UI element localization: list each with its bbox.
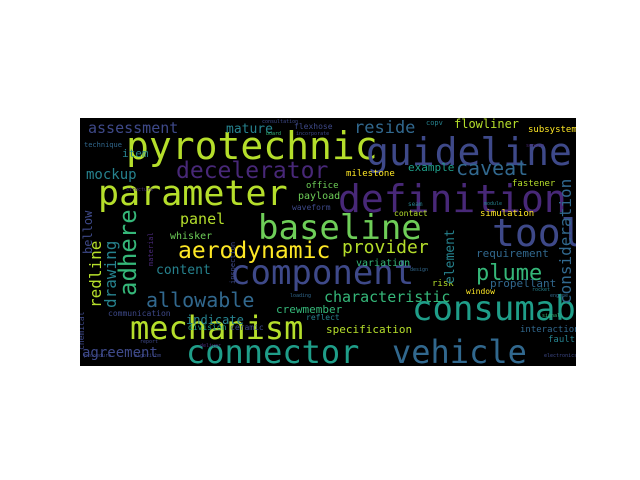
word: sensor <box>526 143 545 149</box>
word: connector <box>186 333 360 366</box>
word: technique <box>84 141 122 149</box>
word: variation <box>356 258 411 269</box>
word: contact <box>394 209 428 218</box>
word: division <box>188 323 227 332</box>
word: definition <box>338 177 567 221</box>
word: deliver <box>200 343 222 349</box>
word: rocket <box>532 287 551 293</box>
word: whisker <box>170 231 213 242</box>
word: propellant <box>490 277 557 290</box>
word: office <box>306 181 339 191</box>
word: component <box>230 253 415 293</box>
word: payload <box>298 191 341 202</box>
word: material <box>147 232 155 266</box>
word: copv <box>426 119 443 127</box>
word: bellow <box>81 210 95 254</box>
word: incorporate <box>296 131 330 137</box>
word: indicate <box>186 313 244 327</box>
word: parameter <box>98 174 288 214</box>
word: example <box>408 161 455 174</box>
word: vehicle <box>392 333 527 366</box>
word: seam <box>408 201 423 208</box>
word: content <box>156 263 211 278</box>
word: aerodynamic <box>178 238 331 264</box>
word: specification <box>326 323 413 336</box>
word: mature <box>226 122 273 137</box>
word: reside <box>354 118 416 138</box>
word: agreement <box>82 345 158 361</box>
word: panel <box>180 210 226 228</box>
word: fault <box>548 335 576 345</box>
word: plume <box>476 261 543 286</box>
word: communication <box>108 309 171 318</box>
word: structure <box>126 187 154 193</box>
word: baseline <box>258 208 422 248</box>
word: chemical <box>80 311 86 350</box>
word: consumable <box>412 289 576 329</box>
word: risk <box>432 279 454 289</box>
word: mechanism <box>130 309 304 347</box>
word-cloud: pyrotechnic guideline parameter definiti… <box>80 118 576 366</box>
word: caveat <box>456 156 529 180</box>
word: board <box>266 131 282 137</box>
word: report <box>140 339 159 345</box>
word: design <box>410 267 429 273</box>
word: module <box>484 201 503 207</box>
word: consideration <box>556 178 575 304</box>
word: mockup <box>86 167 137 183</box>
word: requirement <box>476 247 549 260</box>
word: provider <box>342 237 429 258</box>
word: window <box>466 287 495 296</box>
word: waveform <box>292 203 331 212</box>
word: assessment <box>88 119 179 137</box>
word: drawing <box>101 240 120 308</box>
word: fastener <box>512 179 556 189</box>
word: reflect <box>306 313 340 322</box>
word: ceramic <box>230 323 264 332</box>
word: item <box>122 147 149 160</box>
word: engine <box>550 293 569 299</box>
word: crewmember <box>276 303 343 316</box>
word: loading <box>290 293 312 299</box>
word: milestone <box>346 169 395 179</box>
word: flexhose <box>294 122 333 131</box>
word: interaction <box>520 325 576 335</box>
word: guideline <box>366 130 572 174</box>
word: pyrotechnic <box>126 124 378 168</box>
word: consultation <box>262 119 299 125</box>
word: simulation <box>480 209 535 219</box>
word: characteristic <box>324 288 451 306</box>
word: subsystem <box>528 125 576 135</box>
word: element <box>443 229 458 284</box>
word: allowable <box>146 288 255 312</box>
word: flowliner <box>454 118 520 131</box>
word: electronics <box>544 353 576 359</box>
word: tool <box>492 211 576 255</box>
word: signal <box>542 313 561 319</box>
word: decelerator <box>176 158 329 184</box>
word: procedure <box>84 353 112 359</box>
word: inspection <box>229 241 237 284</box>
word: algorithm <box>134 353 162 359</box>
